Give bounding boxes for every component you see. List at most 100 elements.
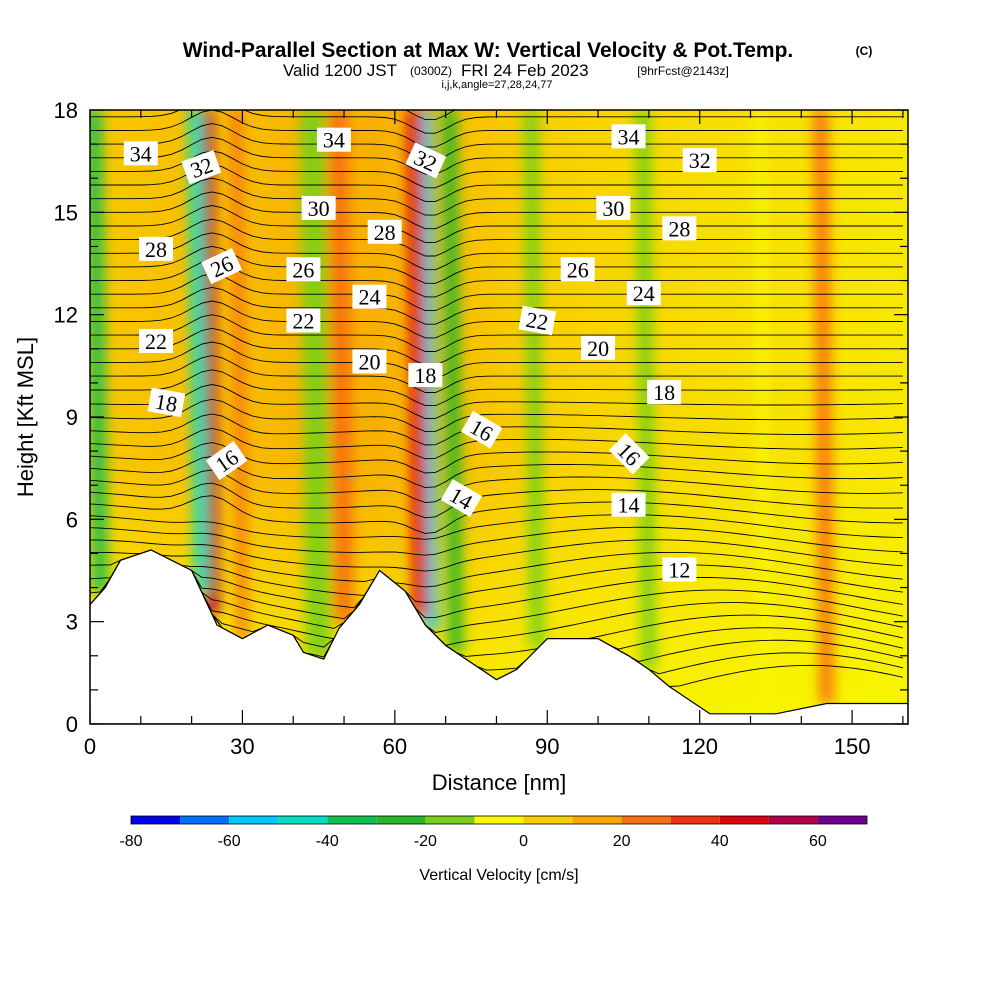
colorbar: -80 -60 -40 -20 0 20 40 60 xyxy=(119,815,868,850)
y-tick-label: 18 xyxy=(54,98,78,123)
velocity-band xyxy=(523,110,545,649)
contour-label-box xyxy=(662,557,697,582)
contour-label-box xyxy=(352,349,387,374)
x-axis: 0 30 60 90 120 150 xyxy=(84,110,904,759)
colorbar-tick-label: 0 xyxy=(519,833,528,850)
contour-label-box xyxy=(123,141,158,166)
contour-label-text: 22 xyxy=(524,307,550,335)
colorbar-swatch xyxy=(572,816,622,824)
velocity-band xyxy=(90,110,108,594)
plot-area: 34 32282622181634302826242220321816143432… xyxy=(90,110,908,724)
theta-contour-line xyxy=(90,150,903,189)
theta-contour-line xyxy=(90,341,903,380)
contour-label: 18 xyxy=(647,380,682,405)
contour-label: 34 xyxy=(611,124,646,149)
contour-label-box xyxy=(647,380,682,405)
theta-contour-line xyxy=(90,123,903,161)
contour-label-text: 24 xyxy=(633,281,655,306)
contour-label: 12 xyxy=(662,557,697,583)
theta-contour-line xyxy=(90,549,903,633)
colorbar-swatch xyxy=(425,816,475,824)
contour-label-box xyxy=(286,308,321,333)
colorbar-label: Vertical Velocity [cm/s] xyxy=(419,867,578,884)
x-tick-label: 120 xyxy=(681,734,718,759)
contour-label-box xyxy=(181,149,222,185)
theta-contour-line xyxy=(90,495,903,534)
contour-label: 26 xyxy=(286,257,321,282)
valid-date: FRI 24 Feb 2023 xyxy=(461,61,589,80)
colorbar-tick-label: -80 xyxy=(119,833,142,850)
theta-contour-line xyxy=(90,482,903,519)
theta-contour-line xyxy=(90,286,903,325)
y-tick-label: 9 xyxy=(66,405,78,430)
contour-label-text: 28 xyxy=(145,237,167,262)
velocity-band xyxy=(812,110,835,704)
theta-contour-line xyxy=(90,191,903,230)
contour-label: 28 xyxy=(139,236,174,262)
colorbar-swatch xyxy=(278,816,328,824)
theta-contour-line xyxy=(90,205,903,243)
x-tick-label: 60 xyxy=(383,734,407,759)
grid-indices: i,j,k,angle=27,28,24,77 xyxy=(441,79,552,91)
theta-contour-line xyxy=(90,384,903,419)
valid-prefix: Valid 1200 JST xyxy=(283,61,397,80)
copyright-mark: (C) xyxy=(856,44,873,58)
theta-contour-line xyxy=(90,300,903,339)
theta-contour-line xyxy=(90,245,903,284)
contour-label: 28 xyxy=(367,219,402,245)
colorbar-swatch xyxy=(621,816,671,824)
theta-contours xyxy=(90,110,904,687)
theta-contour-line xyxy=(90,514,903,540)
theta-contour-line xyxy=(90,369,903,407)
velocity-band xyxy=(299,110,332,658)
theta-contour-line xyxy=(90,526,903,556)
contour-label-box xyxy=(626,281,661,306)
contour-label-box xyxy=(316,127,351,152)
contour-label-box xyxy=(611,124,646,149)
contour-label: 24 xyxy=(626,281,661,306)
contour-label-box xyxy=(352,284,387,309)
contour-label-box xyxy=(147,387,186,418)
contour-label-text: 28 xyxy=(668,216,690,241)
colorbar-tick-label: 60 xyxy=(809,833,827,850)
theta-contour-line xyxy=(90,218,903,257)
colorbar-swatch xyxy=(229,816,279,824)
contour-label-box xyxy=(367,219,402,244)
contour-label: 34 xyxy=(316,127,351,153)
contour-label: 20 xyxy=(581,335,616,361)
colorbar-tick-label: 20 xyxy=(613,833,631,850)
contour-label-box xyxy=(608,433,650,475)
contour-label-text: 20 xyxy=(358,349,380,374)
valid-utc: (0300Z) xyxy=(410,64,452,78)
y-tick-label: 0 xyxy=(66,712,78,737)
chart-title: Wind-Parallel Section at Max W: Vertical… xyxy=(183,39,794,62)
contour-label: 14 xyxy=(611,492,646,518)
contour-label-box xyxy=(286,257,321,282)
theta-contour-line xyxy=(90,549,903,619)
contour-label-text: 34 xyxy=(618,124,640,149)
contour-label-text: 22 xyxy=(292,308,314,333)
colorbar-swatch xyxy=(131,816,181,824)
terrain-mask xyxy=(90,549,908,724)
colorbar-tick-label: -60 xyxy=(218,833,241,850)
contour-label-box xyxy=(662,216,697,241)
theta-contour-line xyxy=(90,539,903,572)
contour-label-text: 18 xyxy=(414,363,436,388)
theta-contour-line xyxy=(90,177,903,216)
theta-contour-line xyxy=(90,327,903,366)
theta-contour-line xyxy=(90,549,903,657)
contour-label: 22 xyxy=(518,305,557,336)
contour-label: 18 xyxy=(408,363,443,388)
contour-label-box xyxy=(139,236,174,261)
contour-label: 26 xyxy=(560,257,595,282)
contour-label-box xyxy=(460,410,503,449)
contour-label-box xyxy=(682,148,717,173)
contour-label-text: 30 xyxy=(308,196,330,221)
theta-contour-line xyxy=(90,136,903,175)
contour-label-text: 18 xyxy=(653,380,675,405)
y-tick-label: 6 xyxy=(66,507,78,532)
colorbar-tick-label: -20 xyxy=(414,833,437,850)
colorbar-swatch xyxy=(180,816,230,824)
velocity-band xyxy=(188,110,210,593)
theta-contour-line xyxy=(90,110,903,148)
